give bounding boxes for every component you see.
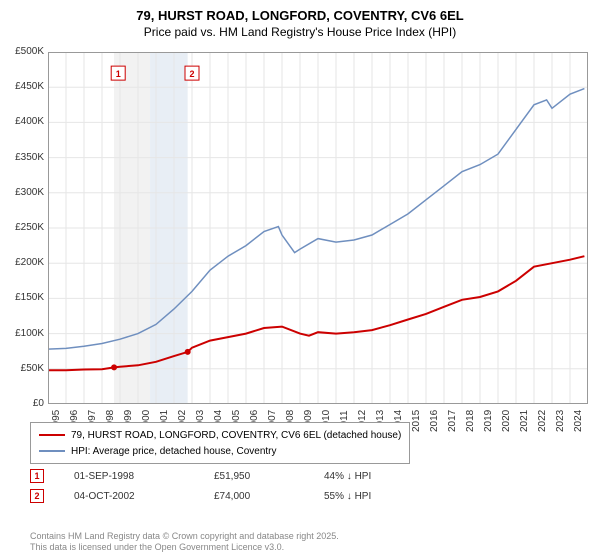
x-tick-label: 2015	[411, 410, 422, 432]
x-tick-label: 2020	[501, 410, 512, 432]
footer-line2: This data is licensed under the Open Gov…	[30, 542, 339, 554]
transaction-badge: 1	[30, 469, 44, 483]
y-tick-label: £0	[0, 398, 44, 409]
footer-line1: Contains HM Land Registry data © Crown c…	[30, 531, 339, 543]
transaction-row: 2 04-OCT-2002£74,00055% ↓ HPI	[30, 486, 590, 506]
legend-swatch	[39, 450, 65, 452]
x-tick-label: 2021	[519, 410, 530, 432]
chart-plot-area: 12	[48, 52, 588, 404]
y-tick-label: £150K	[0, 292, 44, 303]
y-tick-label: £350K	[0, 152, 44, 163]
x-tick-label: 2016	[429, 410, 440, 432]
svg-text:1: 1	[116, 69, 121, 79]
legend-item: 79, HURST ROAD, LONGFORD, COVENTRY, CV6 …	[39, 427, 401, 443]
x-tick-label: 2017	[447, 410, 458, 432]
transaction-price: £51,950	[214, 471, 324, 482]
transactions-table: 1 01-SEP-1998£51,95044% ↓ HPI 2 04-OCT-2002…	[30, 466, 590, 506]
footer-attribution: Contains HM Land Registry data © Crown c…	[30, 531, 339, 554]
y-tick-label: £300K	[0, 187, 44, 198]
legend-swatch	[39, 434, 65, 436]
svg-text:2: 2	[189, 69, 194, 79]
transaction-date: 01-SEP-1998	[74, 471, 214, 482]
legend-item: HPI: Average price, detached house, Cove…	[39, 443, 401, 459]
legend-label: HPI: Average price, detached house, Cove…	[71, 446, 277, 457]
y-tick-label: £50K	[0, 363, 44, 374]
y-tick-label: £100K	[0, 328, 44, 339]
y-tick-label: £500K	[0, 46, 44, 57]
transaction-badge: 2	[30, 489, 44, 503]
x-tick-label: 2024	[573, 410, 584, 432]
x-tick-label: 2023	[555, 410, 566, 432]
transaction-diff: 55% ↓ HPI	[324, 491, 434, 502]
transaction-date: 04-OCT-2002	[74, 491, 214, 502]
chart-title: 79, HURST ROAD, LONGFORD, COVENTRY, CV6 …	[0, 0, 600, 23]
y-tick-label: £200K	[0, 257, 44, 268]
legend-label: 79, HURST ROAD, LONGFORD, COVENTRY, CV6 …	[71, 430, 401, 441]
y-tick-label: £250K	[0, 222, 44, 233]
y-tick-label: £400K	[0, 116, 44, 127]
transaction-price: £74,000	[214, 491, 324, 502]
chart-svg: 12	[48, 52, 588, 404]
transaction-diff: 44% ↓ HPI	[324, 471, 434, 482]
x-tick-label: 2019	[483, 410, 494, 432]
x-tick-label: 2018	[465, 410, 476, 432]
x-tick-label: 2022	[537, 410, 548, 432]
legend: 79, HURST ROAD, LONGFORD, COVENTRY, CV6 …	[30, 422, 410, 464]
chart-subtitle: Price paid vs. HM Land Registry's House …	[0, 25, 600, 39]
chart-container: 79, HURST ROAD, LONGFORD, COVENTRY, CV6 …	[0, 0, 600, 560]
transaction-row: 1 01-SEP-1998£51,95044% ↓ HPI	[30, 466, 590, 486]
y-tick-label: £450K	[0, 81, 44, 92]
